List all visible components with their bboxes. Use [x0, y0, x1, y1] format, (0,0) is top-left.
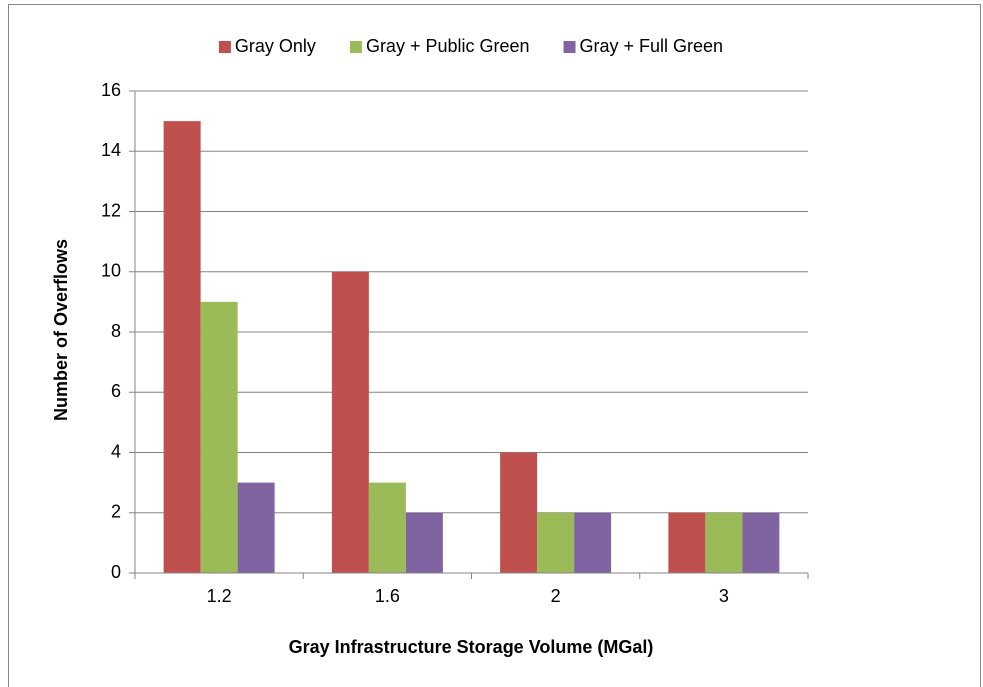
y-tick-label: 4 — [111, 441, 121, 461]
y-tick-label: 12 — [101, 200, 121, 220]
legend-marker — [563, 41, 576, 53]
legend-label: Gray Only — [235, 36, 316, 56]
y-tick-label: 14 — [101, 140, 121, 160]
legend-label: Gray + Public Green — [366, 36, 530, 56]
legend-label: Gray + Full Green — [580, 36, 724, 56]
x-tick-label: 3 — [719, 586, 729, 606]
y-tick-label: 16 — [101, 80, 121, 100]
bar — [705, 512, 743, 573]
bar — [668, 512, 706, 573]
legend-marker — [349, 41, 362, 53]
bar — [237, 482, 275, 573]
y-tick-label: 0 — [111, 562, 121, 582]
bar — [742, 512, 780, 573]
bar — [368, 482, 406, 573]
bar — [405, 512, 443, 573]
y-tick-label: 10 — [101, 261, 121, 281]
legend-marker — [218, 41, 231, 53]
x-tick-label: 1.2 — [207, 586, 232, 606]
x-axis-title: Gray Infrastructure Storage Volume (MGal… — [289, 637, 654, 657]
y-axis-title: Number of Overflows — [51, 239, 71, 421]
y-tick-label: 8 — [111, 321, 121, 341]
bar — [200, 301, 238, 573]
bar — [537, 512, 575, 573]
bar — [574, 512, 612, 573]
x-tick-label: 1.6 — [375, 586, 400, 606]
bar — [163, 121, 201, 573]
bar — [331, 271, 369, 573]
x-tick-label: 2 — [551, 586, 561, 606]
y-tick-label: 2 — [111, 502, 121, 522]
bar — [500, 452, 538, 573]
chart-border — [8, 4, 981, 687]
y-tick-label: 6 — [111, 381, 121, 401]
